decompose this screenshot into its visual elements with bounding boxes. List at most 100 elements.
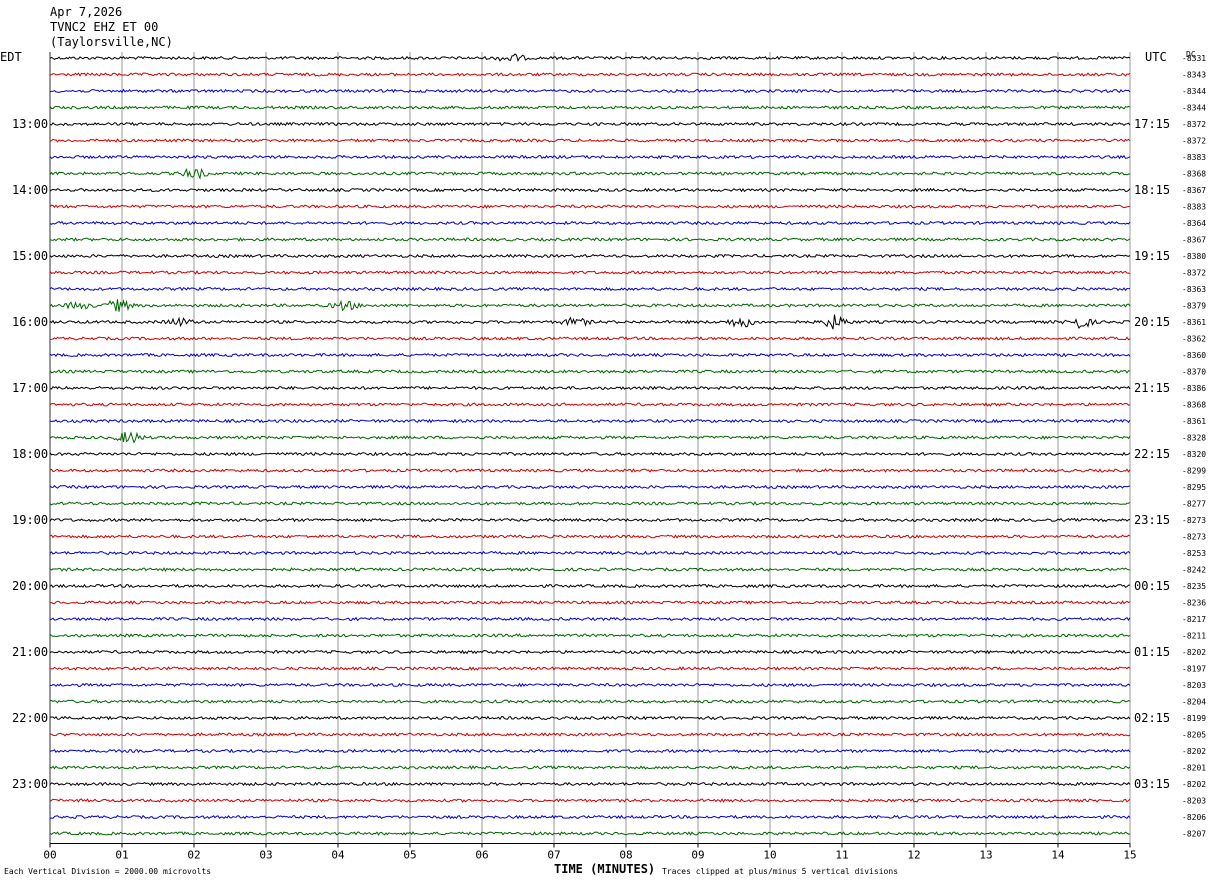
dc-offset-label: -8363	[1182, 285, 1206, 294]
seismic-trace-17	[49, 336, 1131, 341]
left-hour-label: 20:00	[12, 579, 48, 593]
right-hour-label: 17:15	[1134, 117, 1170, 131]
axis-labels: 00 01 02 03 04 05 06 07 08 09 10 11 12 13 14 15 -8331 -83…	[12, 54, 1206, 862]
dc-offset-label: -8343	[1182, 71, 1206, 80]
dc-offset-label: -8344	[1182, 87, 1206, 96]
clip-note: Traces clipped at plus/minus 5 vertical …	[662, 867, 899, 876]
seismic-trace-0	[49, 53, 1131, 62]
left-hour-label: 23:00	[12, 777, 48, 791]
seismic-trace-45	[49, 798, 1131, 803]
seismic-trace-35	[49, 633, 1131, 638]
dc-offset-label: -8344	[1182, 104, 1206, 113]
dc-offset-label: -8361	[1182, 417, 1206, 426]
seismic-trace-41	[49, 732, 1131, 737]
right-hour-label: 03:15	[1134, 777, 1170, 791]
x-tick-label: 15	[1123, 849, 1136, 862]
seismic-trace-31	[49, 567, 1131, 572]
dc-offset-label: -8203	[1182, 681, 1206, 690]
seismic-trace-11	[49, 237, 1131, 242]
dc-offset-label: -8328	[1182, 434, 1206, 443]
left-hour-label: 13:00	[12, 117, 48, 131]
dc-offset-label: -8273	[1182, 516, 1206, 525]
seismic-trace-33	[49, 600, 1131, 605]
seismic-trace-29	[49, 534, 1131, 539]
seismic-trace-39	[49, 699, 1131, 704]
right-hour-label: 19:15	[1134, 249, 1170, 263]
seismic-trace-7	[49, 167, 1131, 180]
seismic-trace-5	[49, 138, 1131, 143]
dc-offset-label: -8372	[1182, 120, 1206, 129]
x-tick-label: 01	[115, 849, 128, 862]
dc-offset-label: -8383	[1182, 203, 1206, 212]
station-location: (Taylorsville,NC)	[50, 35, 173, 49]
dc-offset-label: -8253	[1182, 549, 1206, 558]
seismic-trace-47	[49, 831, 1131, 836]
dc-offset-label: -8379	[1182, 302, 1206, 311]
seismic-trace-2	[49, 88, 1131, 94]
dc-offset-label: -8368	[1182, 401, 1206, 410]
seismic-trace-14	[49, 286, 1131, 292]
right-hour-label: 01:15	[1134, 645, 1170, 659]
seismic-trace-30	[49, 550, 1131, 556]
dc-offset-label: -8201	[1182, 764, 1206, 773]
seismic-trace-34	[49, 616, 1131, 622]
seismic-trace-9	[49, 204, 1131, 209]
left-hour-label: 18:00	[12, 447, 48, 461]
x-tick-label: 11	[835, 849, 848, 862]
dc-offset-label: -8367	[1182, 186, 1206, 195]
seismic-trace-6	[49, 154, 1131, 160]
x-tick-label: 06	[475, 849, 488, 862]
right-timezone-label: UTC	[1145, 50, 1167, 64]
seismic-trace-43	[49, 765, 1131, 770]
right-hour-label: 18:15	[1134, 183, 1170, 197]
seismic-trace-24	[49, 451, 1131, 457]
right-hour-label: 20:15	[1134, 315, 1170, 329]
seismic-trace-27	[49, 501, 1131, 506]
seismic-trace-23	[49, 431, 1131, 444]
dc-offset-label: -8370	[1182, 368, 1206, 377]
dc-offset-label: -8204	[1182, 698, 1206, 707]
dc-offset-label: -8202	[1182, 780, 1206, 789]
seismic-trace-12	[49, 253, 1131, 259]
x-tick-label: 14	[1051, 849, 1065, 862]
seismic-trace-20	[49, 385, 1131, 391]
dc-offset-label: -8202	[1182, 648, 1206, 657]
dc-offset-label: -8277	[1182, 500, 1206, 509]
dc-offset-label: -8199	[1182, 714, 1206, 723]
left-hour-label: 22:00	[12, 711, 48, 725]
station-code: TVNC2 EHZ ET 00	[50, 20, 159, 34]
dc-offset-label: -8380	[1182, 252, 1206, 261]
dc-offset-label: -8368	[1182, 170, 1206, 179]
seismic-trace-4	[49, 121, 1131, 127]
seismic-trace-36	[49, 649, 1131, 655]
left-hour-label: 17:00	[12, 381, 48, 395]
x-tick-label: 02	[187, 849, 200, 862]
dc-offset-label: -8386	[1182, 384, 1206, 393]
left-hour-label: 15:00	[12, 249, 48, 263]
x-tick-label: 07	[547, 849, 560, 862]
dc-offset-label: -8206	[1182, 813, 1206, 822]
seismic-trace-13	[49, 270, 1131, 275]
seismic-trace-22	[49, 418, 1131, 424]
dc-offset-label: -8205	[1182, 731, 1206, 740]
seismic-trace-40	[49, 715, 1131, 721]
dc-offset-label: -8197	[1182, 665, 1206, 674]
dc-offset-label: -8273	[1182, 533, 1206, 542]
right-hour-label: 00:15	[1134, 579, 1170, 593]
right-hour-label: 21:15	[1134, 381, 1170, 395]
dc-offset-label: -8364	[1182, 219, 1206, 228]
right-hour-label: 23:15	[1134, 513, 1170, 527]
seismic-trace-44	[49, 781, 1131, 787]
dc-offset-label: -8211	[1182, 632, 1206, 641]
x-tick-label: 08	[619, 849, 632, 862]
seismic-trace-18	[49, 352, 1131, 358]
x-tick-label: 03	[259, 849, 272, 862]
seismic-trace-15	[49, 298, 1131, 312]
seismic-trace-26	[49, 484, 1131, 490]
x-tick-label: 00	[43, 849, 56, 862]
left-hour-label: 16:00	[12, 315, 48, 329]
seismic-trace-21	[49, 402, 1131, 407]
seismic-trace-28	[49, 517, 1131, 523]
left-hour-label: 19:00	[12, 513, 48, 527]
